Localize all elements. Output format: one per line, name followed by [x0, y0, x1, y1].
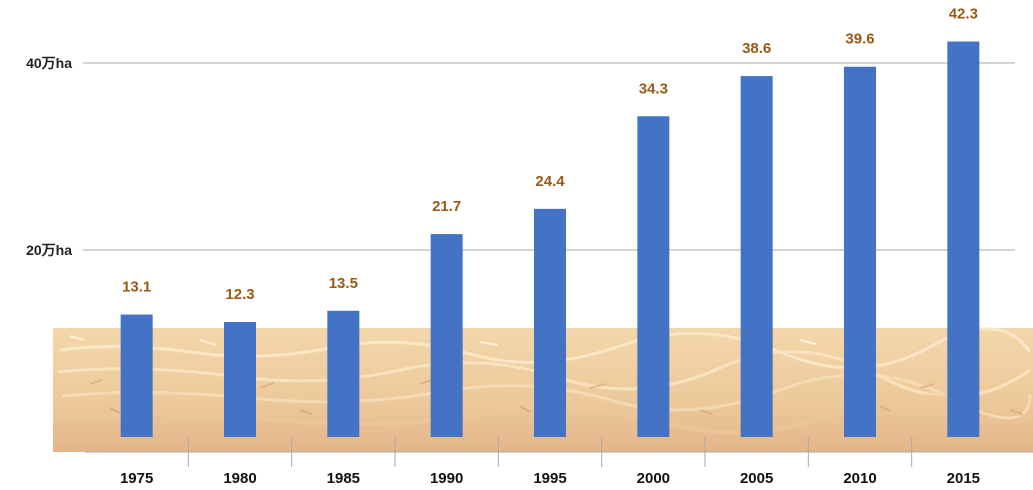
y-tick-label: 20万ha: [26, 242, 72, 258]
bar: [534, 208, 566, 437]
data-label: 12.3: [225, 286, 254, 303]
x-tick-label: 2010: [843, 470, 876, 487]
bar: [637, 116, 670, 438]
bar: [224, 321, 256, 437]
bar: [947, 41, 980, 438]
x-tick-labels: 1975 1980 1985 1990 1995 2000 2005 2010 2015: [120, 470, 980, 487]
data-label: 24.4: [535, 173, 565, 190]
bars: [120, 41, 980, 438]
data-label: 42.3: [949, 5, 978, 22]
x-axis: [85, 437, 1033, 467]
y-tick-labels: 20万ha 40万ha: [26, 55, 72, 258]
bar: [430, 234, 463, 437]
x-tick-label: 1990: [430, 470, 463, 487]
x-tick-label: 1995: [533, 470, 566, 487]
data-label: 38.6: [742, 40, 771, 57]
x-tick-label: 2005: [740, 470, 773, 487]
y-tick-label: 40万ha: [26, 55, 72, 71]
x-tick-label: 1985: [327, 470, 360, 487]
data-label: 13.5: [329, 275, 358, 292]
bar: [844, 66, 876, 438]
data-label: 21.7: [432, 198, 461, 215]
data-label: 13.1: [122, 279, 151, 296]
x-tick-label: 1980: [223, 470, 256, 487]
data-label: 34.3: [639, 80, 668, 97]
x-tick-label: 2000: [637, 470, 670, 487]
x-tick-label: 2015: [947, 470, 980, 487]
data-label: 39.6: [845, 31, 874, 48]
bar: [327, 310, 360, 437]
data-labels: 13.1 12.3 13.5 21.7 24.4 34.3 38.6 39.6 42.3: [122, 5, 978, 303]
bar: [120, 314, 153, 437]
bar: [740, 76, 773, 437]
x-tick-label: 1975: [120, 470, 153, 487]
